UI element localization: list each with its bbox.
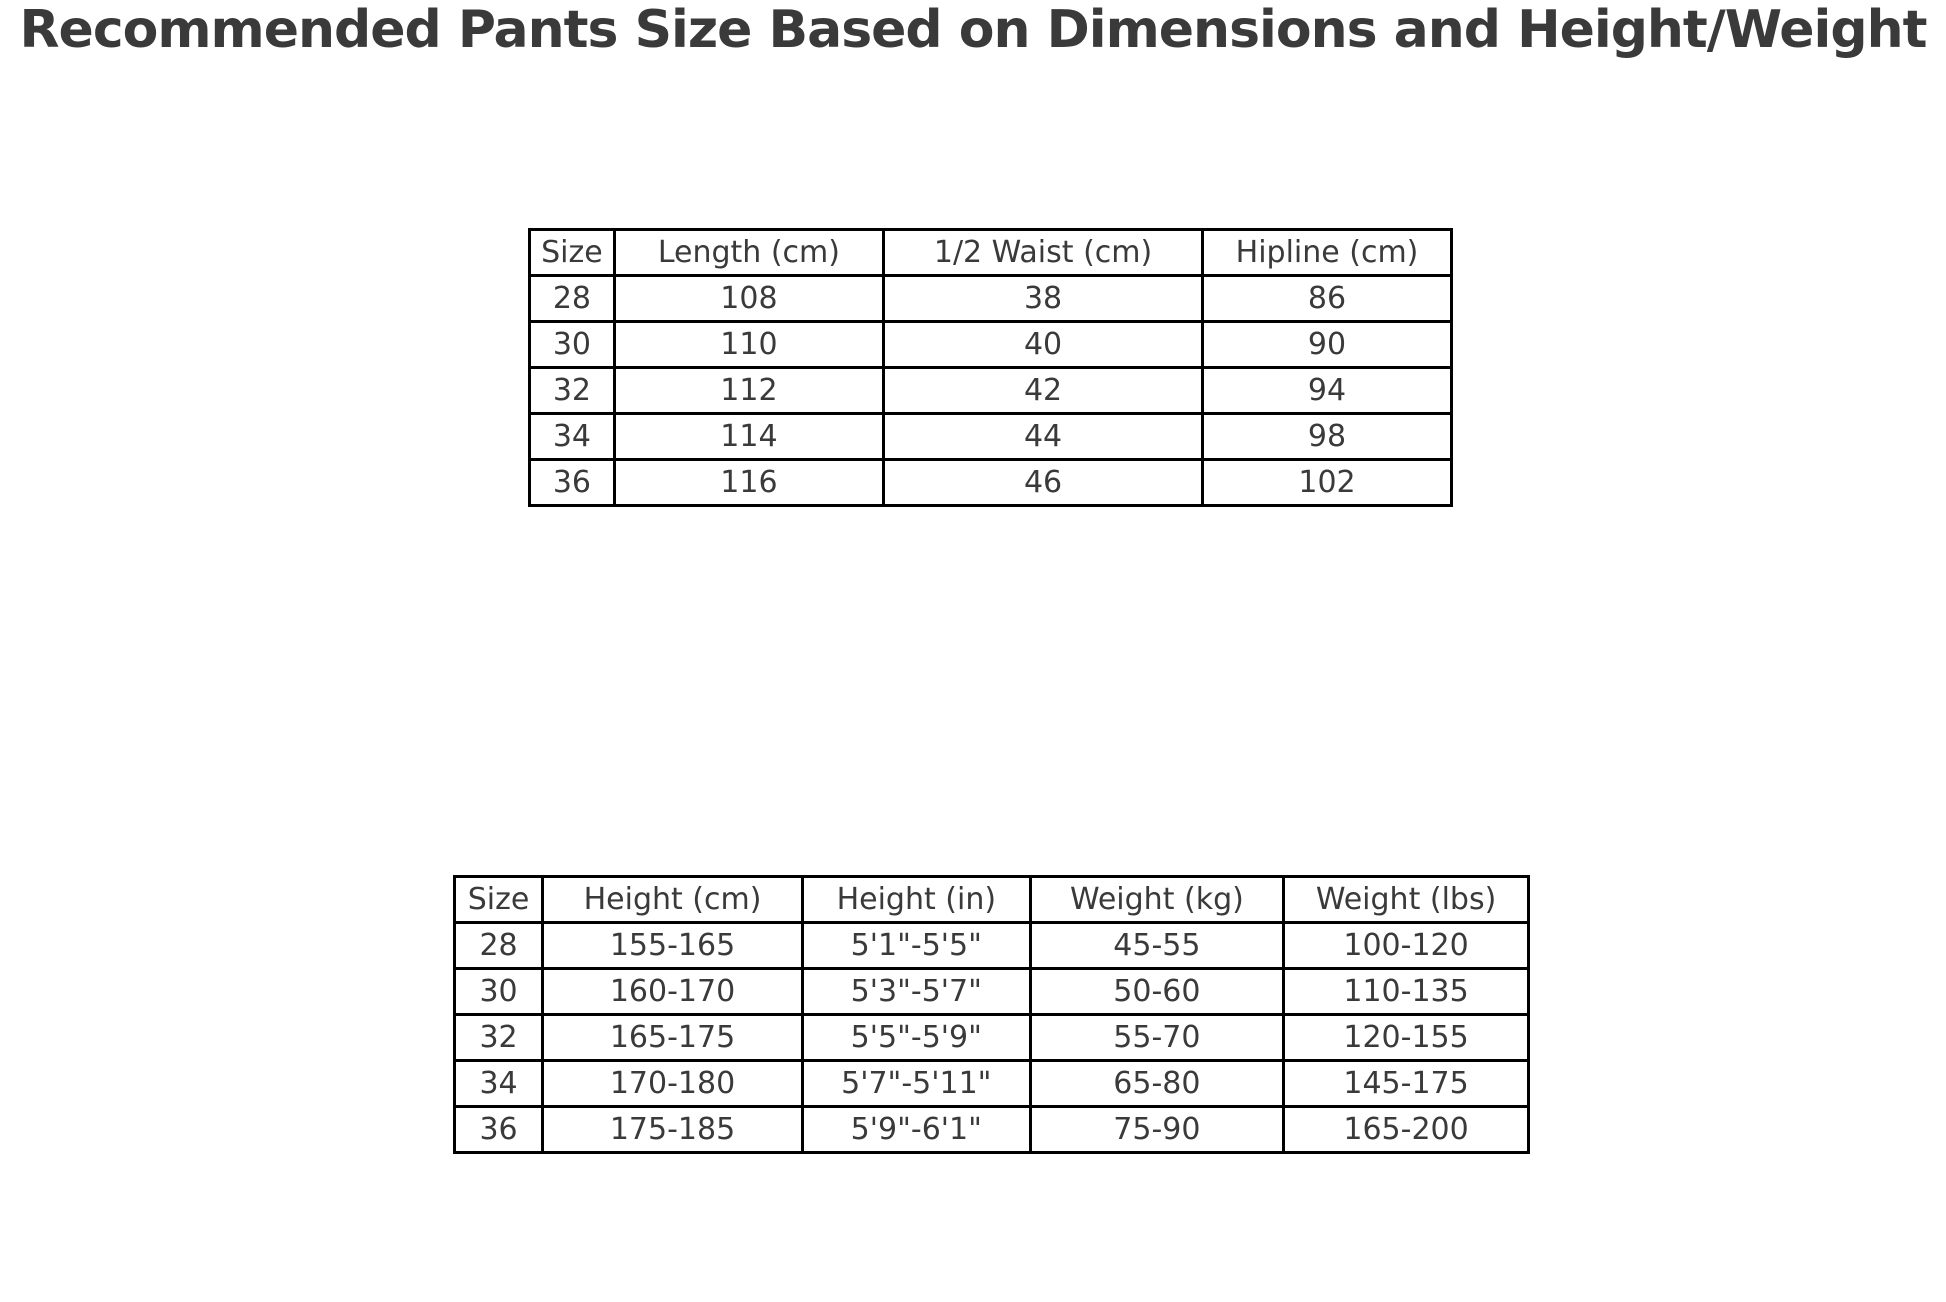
table-cell: 90 — [1201, 320, 1453, 369]
table-cell: 40 — [882, 320, 1205, 369]
table-cell: 50-60 — [1028, 967, 1286, 1016]
table-cell: 46 — [882, 458, 1205, 507]
column-header: Weight (lbs) — [1282, 875, 1530, 924]
table-cell: 5'5"-5'9" — [800, 1013, 1032, 1062]
table-cell: 30 — [452, 967, 545, 1016]
table-cell: 44 — [882, 412, 1205, 461]
table-cell: 38 — [882, 274, 1205, 323]
table-cell: 110 — [612, 320, 886, 369]
table-row: 28 108 38 86 — [528, 274, 1453, 323]
header-row: Size Length (cm) 1/2 Waist (cm) Hipline (cm… — [528, 228, 1453, 277]
table-cell: 112 — [612, 366, 886, 415]
height-weight-table: Size Height (cm) Height (in) Weight (kg) Wei… — [452, 875, 1530, 1154]
table-cell: 94 — [1201, 366, 1453, 415]
table-row: 36 175-185 5'9"-6'1" 75-90 165-200 — [452, 1105, 1530, 1154]
table-cell: 165-175 — [541, 1013, 804, 1062]
table-cell: 120-155 — [1282, 1013, 1530, 1062]
figure-title: Recommended Pants Size Based on Dimensio… — [19, 0, 1928, 60]
table-cell: 110-135 — [1282, 967, 1530, 1016]
table-cell: 160-170 — [541, 967, 804, 1016]
table-cell: 86 — [1201, 274, 1453, 323]
table-cell: 5'7"-5'11" — [800, 1059, 1032, 1108]
table-row: 34 114 44 98 — [528, 412, 1453, 461]
table-row: 34 170-180 5'7"-5'11" 65-80 145-175 — [452, 1059, 1530, 1108]
column-header: Height (in) — [800, 875, 1032, 924]
table-cell: 102 — [1201, 458, 1453, 507]
table-cell: 5'9"-6'1" — [800, 1105, 1032, 1154]
table-cell: 155-165 — [541, 921, 804, 970]
table-cell: 55-70 — [1028, 1013, 1286, 1062]
column-header: 1/2 Waist (cm) — [882, 228, 1205, 277]
column-header: Size — [528, 228, 616, 277]
table-row: 36 116 46 102 — [528, 458, 1453, 507]
header-row: Size Height (cm) Height (in) Weight (kg) Wei… — [452, 875, 1530, 924]
table-row: 32 165-175 5'5"-5'9" 55-70 120-155 — [452, 1013, 1530, 1062]
table-cell: 42 — [882, 366, 1205, 415]
column-header: Hipline (cm) — [1201, 228, 1453, 277]
table-cell: 165-200 — [1282, 1105, 1530, 1154]
table-cell: 108 — [612, 274, 886, 323]
table-cell: 45-55 — [1028, 921, 1286, 970]
table-cell: 75-90 — [1028, 1105, 1286, 1154]
table-cell: 5'3"-5'7" — [800, 967, 1032, 1016]
table-row: 30 110 40 90 — [528, 320, 1453, 369]
table-cell: 32 — [452, 1013, 545, 1062]
table-row: 28 155-165 5'1"-5'5" 45-55 100-120 — [452, 921, 1530, 970]
table-cell: 145-175 — [1282, 1059, 1530, 1108]
table-cell: 34 — [452, 1059, 545, 1108]
table-row: 30 160-170 5'3"-5'7" 50-60 110-135 — [452, 967, 1530, 1016]
table-cell: 100-120 — [1282, 921, 1530, 970]
table-cell: 34 — [528, 412, 616, 461]
table-cell: 30 — [528, 320, 616, 369]
table-cell: 32 — [528, 366, 616, 415]
table-cell: 98 — [1201, 412, 1453, 461]
table-cell: 36 — [452, 1105, 545, 1154]
column-header: Weight (kg) — [1028, 875, 1286, 924]
table-cell: 5'1"-5'5" — [800, 921, 1032, 970]
pants-dimensions-table: Size Length (cm) 1/2 Waist (cm) Hipline (cm… — [528, 228, 1453, 507]
table-row: 32 112 42 94 — [528, 366, 1453, 415]
table-cell: 175-185 — [541, 1105, 804, 1154]
column-header: Size — [452, 875, 545, 924]
table-cell: 28 — [528, 274, 616, 323]
table-cell: 170-180 — [541, 1059, 804, 1108]
table-cell: 65-80 — [1028, 1059, 1286, 1108]
table-cell: 28 — [452, 921, 545, 970]
table-cell: 116 — [612, 458, 886, 507]
table-cell: 114 — [612, 412, 886, 461]
column-header: Length (cm) — [612, 228, 886, 277]
column-header: Height (cm) — [541, 875, 804, 924]
table-cell: 36 — [528, 458, 616, 507]
